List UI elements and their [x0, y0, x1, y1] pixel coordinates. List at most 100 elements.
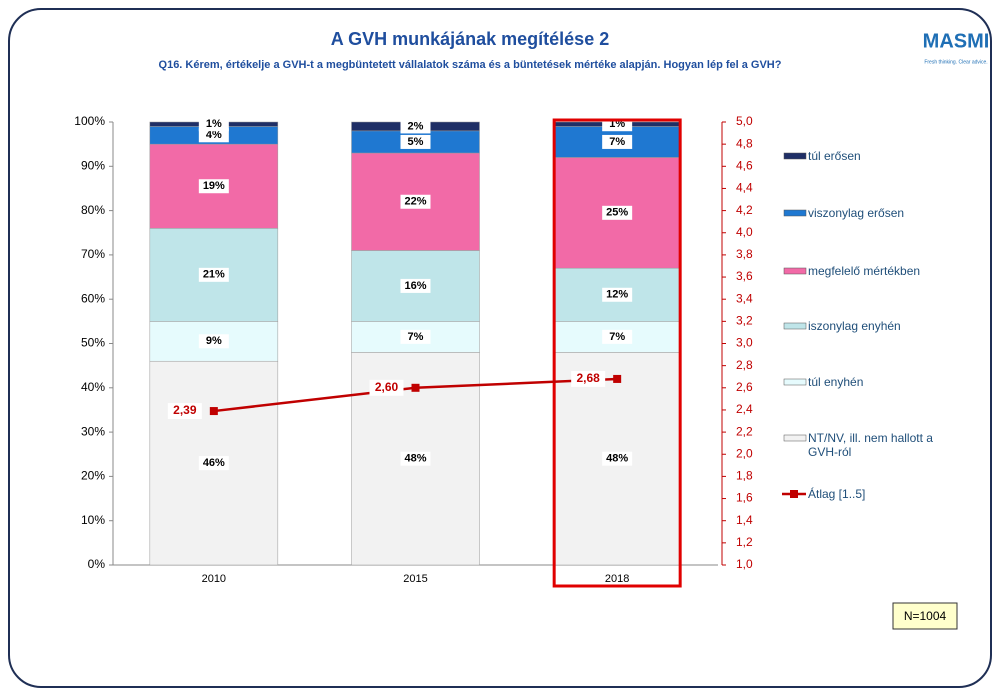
y2-tick-label: 3,4	[736, 291, 753, 305]
legend-label: Átlag [1..5]	[808, 487, 866, 501]
chart-title: A GVH munkájának megítélése 2	[331, 29, 609, 49]
value-label: 19%	[203, 180, 225, 192]
legend-label: túl enyhén	[808, 375, 864, 389]
legend-marker	[783, 434, 807, 442]
value-label: 48%	[404, 453, 426, 465]
value-label-box	[198, 267, 229, 282]
legend-label: NT/NV, ill. nem hallott a GVH-ról	[808, 431, 933, 459]
legend-marker	[783, 209, 807, 217]
value-label-box	[400, 134, 431, 149]
y-tick-label: 50%	[81, 336, 105, 350]
note-box	[892, 602, 958, 630]
line-label-box	[571, 370, 606, 387]
line-marker	[613, 374, 622, 383]
line-marker	[209, 407, 218, 416]
line-label-box	[369, 379, 404, 396]
value-label-box	[198, 128, 229, 143]
y2-tick-label: 4,0	[736, 225, 753, 239]
value-label: 25%	[606, 207, 628, 219]
value-label-box	[198, 179, 229, 194]
line-label: 2,68	[576, 371, 600, 385]
value-label-box	[400, 278, 431, 293]
y2-tick-label: 1,0	[736, 557, 753, 571]
line-marker	[411, 383, 420, 392]
y-tick-label: 90%	[81, 158, 105, 172]
x-tick-label: 2010	[202, 573, 226, 585]
line-label-box	[167, 403, 202, 420]
value-label: 2%	[408, 120, 424, 132]
value-label: 46%	[203, 457, 225, 469]
y2-tick-label: 2,6	[736, 380, 753, 394]
value-label: 4%	[206, 129, 222, 141]
y2-tick-label: 4,2	[736, 203, 753, 217]
value-label-box	[602, 287, 633, 302]
y2-tick-label: 2,0	[736, 446, 753, 460]
y2-tick-label: 3,6	[736, 269, 753, 283]
y2-tick-label: 1,8	[736, 469, 753, 483]
tagline: Fresh thinking. Clear advice.	[924, 59, 987, 65]
value-label: 5%	[408, 136, 424, 148]
y2-tick-label: 4,4	[736, 181, 753, 195]
value-label: 7%	[609, 331, 625, 343]
y2-tick-label: 1,4	[736, 513, 753, 527]
y-tick-label: 40%	[81, 380, 105, 394]
y2-tick-label: 4,6	[736, 158, 753, 172]
value-label-box	[400, 451, 431, 466]
y-tick-label: 20%	[81, 469, 105, 483]
value-label-box	[198, 456, 229, 471]
legend-marker	[783, 152, 807, 160]
y-tick-label: 60%	[81, 291, 105, 305]
legend-marker	[783, 267, 807, 275]
value-label-box	[602, 134, 633, 149]
y2-tick-label: 3,8	[736, 247, 753, 261]
line-label: 2,60	[375, 380, 399, 394]
y2-tick-label: 3,2	[736, 314, 753, 328]
legend-marker	[783, 378, 807, 386]
note: N=1004	[904, 609, 947, 623]
value-label-box	[198, 334, 229, 349]
y-tick-label: 100%	[74, 114, 105, 128]
y-tick-label: 80%	[81, 203, 105, 217]
value-label-box	[602, 205, 633, 220]
value-label: 9%	[206, 335, 222, 347]
y-tick-label: 10%	[81, 513, 105, 527]
legend-marker	[790, 490, 798, 498]
y2-tick-label: 2,8	[736, 358, 753, 372]
value-label: 1%	[206, 118, 222, 130]
legend-label: iszonylag enyhén	[808, 319, 901, 333]
value-label-box	[400, 119, 431, 134]
x-tick-label: 2018	[605, 573, 629, 585]
legend-label: viszonylag erősen	[808, 206, 905, 220]
y2-tick-label: 2,4	[736, 402, 753, 416]
value-label-box	[400, 194, 431, 209]
value-label: 21%	[203, 269, 225, 281]
y2-tick-label: 1,2	[736, 535, 753, 549]
value-label-box	[602, 451, 633, 466]
value-label: 48%	[606, 453, 628, 465]
y2-tick-label: 5,0	[736, 114, 753, 128]
legend-marker	[783, 322, 807, 330]
legend-label: túl erősen	[808, 149, 861, 163]
value-label: 16%	[404, 280, 426, 292]
value-label: 12%	[606, 289, 628, 301]
y2-tick-label: 4,8	[736, 136, 753, 150]
line-label: 2,39	[173, 403, 197, 417]
value-label-box	[198, 117, 229, 132]
y-tick-label: 30%	[81, 424, 105, 438]
chart-subtitle: Q16. Kérem, értékelje a GVH-t a megbünte…	[159, 59, 782, 71]
y2-tick-label: 3,0	[736, 336, 753, 350]
y2-tick-label: 2,2	[736, 424, 753, 438]
value-label-box	[400, 329, 431, 344]
value-label: 7%	[408, 331, 424, 343]
value-label: 7%	[609, 136, 625, 148]
y-tick-label: 70%	[81, 247, 105, 261]
y2-tick-label: 1,6	[736, 491, 753, 505]
y-tick-label: 0%	[88, 557, 106, 571]
legend-label: megfelelő mértékben	[808, 264, 921, 278]
highlight-box	[552, 118, 682, 588]
logo: MASMI	[923, 30, 990, 52]
x-tick-label: 2015	[403, 573, 427, 585]
value-label-box	[602, 329, 633, 344]
